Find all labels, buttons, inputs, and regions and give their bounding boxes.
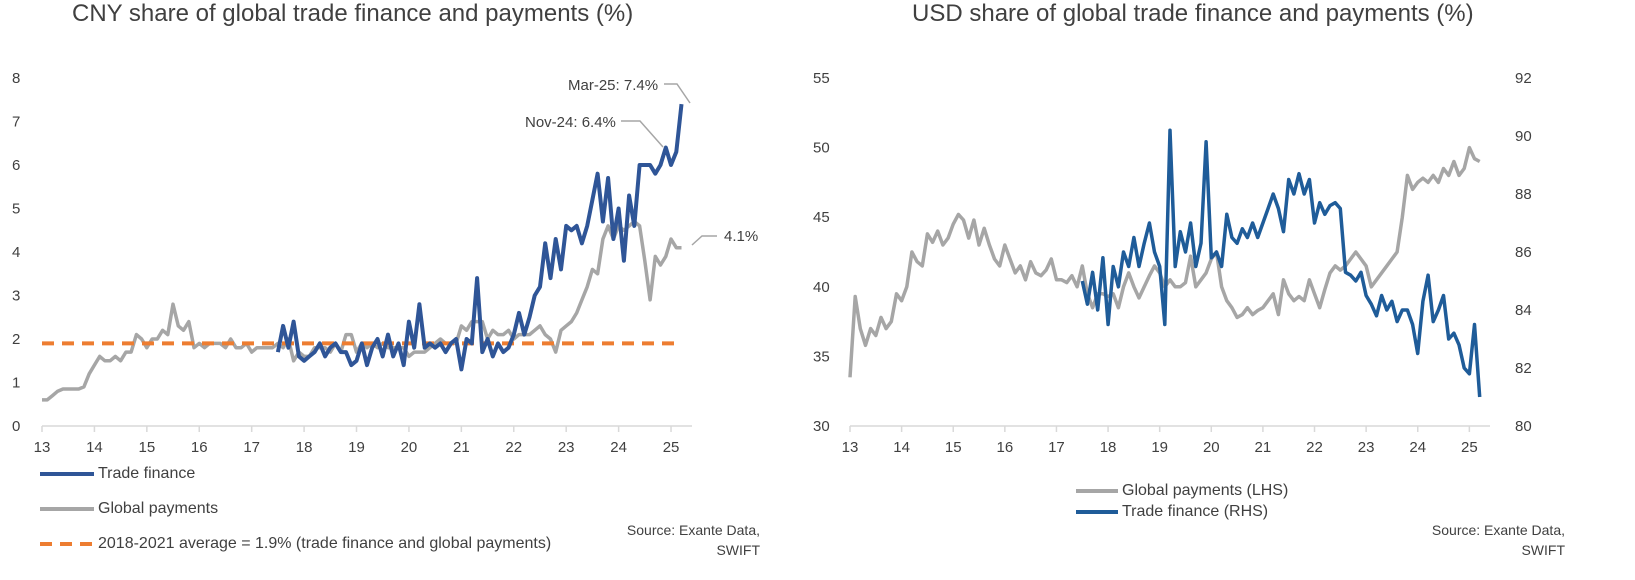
left-x-tick-label: 14 [86, 439, 103, 456]
left-x-tick-label: 19 [348, 439, 365, 456]
legend-trade-finance-label: Trade finance [98, 465, 196, 482]
left-annotations: Mar-25: 7.4% Nov-24: 6.4% 4.1% [525, 77, 758, 246]
left-x-tick-label: 21 [453, 439, 470, 456]
right-x-tick-label: 17 [1048, 439, 1065, 456]
right-source: Source: Exante Data, SWIFT [1431, 522, 1565, 558]
right-x-tick-label: 24 [1409, 439, 1426, 456]
left-y-tick-label: 3 [12, 288, 20, 305]
right-y-tick-label-left: 35 [813, 348, 830, 365]
left-x-ticks: 13 14 15 16 17 18 19 20 21 22 23 24 25 [34, 426, 680, 456]
right-y-tick-label-left: 40 [813, 279, 830, 296]
left-y-tick-label: 4 [12, 244, 20, 261]
usd-trade-finance-line [1080, 128, 1482, 398]
left-y-tick-label: 7 [12, 114, 20, 131]
legend-trade-finance: Trade finance [40, 465, 195, 483]
left-y-tick-label: 8 [12, 70, 20, 87]
right-y-tick-label-right: 84 [1515, 302, 1532, 319]
trade-finance-line [275, 103, 684, 372]
legend-right-global-payments-label: Global payments (LHS) [1122, 482, 1289, 499]
left-y-tick-label: 2 [12, 331, 20, 348]
right-y-tick-label-left: 50 [813, 140, 830, 157]
mar25-label: Mar-25: 7.4% [568, 77, 658, 94]
left-y-tick-label: 6 [12, 157, 20, 174]
right-x-tick-label: 13 [842, 439, 859, 456]
right-x-tick-label: 15 [945, 439, 962, 456]
left-y-ticks: 0 1 2 3 4 5 6 7 8 [12, 70, 20, 435]
right-x-tick-label: 21 [1255, 439, 1272, 456]
right-y-tick-label-right: 90 [1515, 128, 1532, 145]
legend-right-trade-finance-label: Trade finance (RHS) [1122, 503, 1269, 520]
legend-average-swatch [40, 542, 94, 546]
right-y-ticks-left: 30 35 40 45 50 55 [813, 70, 830, 435]
left-y-tick-label: 5 [12, 201, 20, 218]
right-x-tick-label: 20 [1203, 439, 1220, 456]
right-series [848, 128, 1482, 398]
legend-global-payments: Global payments [40, 500, 218, 518]
right-y-tick-label-right: 80 [1515, 418, 1532, 435]
left-series [42, 103, 684, 402]
left-chart-title: CNY share of global trade finance and pa… [72, 0, 634, 27]
left-x-tick-label: 17 [243, 439, 260, 456]
right-x-tick-label: 16 [996, 439, 1013, 456]
left-x-tick-label: 13 [34, 439, 51, 456]
global-payments-line [42, 219, 682, 402]
right-y-tick-label-right: 92 [1515, 70, 1532, 87]
legend-right-global-payments: Global payments (LHS) [1076, 482, 1288, 500]
right-x-tick-label: 19 [1151, 439, 1168, 456]
right-chart-title: USD share of global trade finance and pa… [912, 0, 1474, 27]
left-x-tick-label: 18 [296, 439, 313, 456]
legend-global-payments-swatch [40, 507, 94, 511]
left-x-tick-label: 16 [191, 439, 208, 456]
legend-right-trade-finance-swatch [1076, 510, 1118, 514]
right-y-tick-label-left: 30 [813, 418, 830, 435]
right-y-tick-label-left: 45 [813, 209, 830, 226]
nov24-leader-line [621, 120, 664, 148]
right-y-tick-label-left: 55 [813, 70, 830, 87]
right-y-tick-label-right: 82 [1515, 360, 1532, 377]
left-x-tick-label: 23 [558, 439, 575, 456]
mar25-leader-line [664, 83, 691, 104]
legend-average-label: 2018-2021 average = 1.9% (trade finance … [98, 535, 552, 552]
right-x-tick-label: 22 [1306, 439, 1323, 456]
legend-average: 2018-2021 average = 1.9% (trade finance … [40, 535, 551, 553]
right-x-ticks: 13 14 15 16 17 18 19 20 21 22 23 24 25 [842, 426, 1478, 456]
left-x-tick-label: 22 [505, 439, 522, 456]
right-x-tick-label: 14 [893, 439, 910, 456]
left-y-tick-label: 0 [12, 418, 20, 435]
right-x-tick-label: 18 [1100, 439, 1117, 456]
payments-last-label: 4.1% [724, 228, 758, 245]
legend-right-global-payments-swatch [1076, 489, 1118, 493]
left-x-tick-label: 15 [138, 439, 155, 456]
left-source: Source: Exante Data, SWIFT [626, 522, 760, 558]
right-x-tick-label: 23 [1358, 439, 1375, 456]
left-x-tick-label: 20 [401, 439, 418, 456]
right-y-ticks-right: 80 82 84 86 88 90 92 [1515, 70, 1532, 435]
right-chart: 30 35 40 45 50 55 80 82 84 86 88 90 92 13 14 15 16 17 18… [813, 70, 1532, 456]
right-x-tick-label: 25 [1461, 439, 1478, 456]
left-x-tick-label: 25 [663, 439, 680, 456]
left-x-tick-label: 24 [610, 439, 627, 456]
legend-global-payments-label: Global payments [98, 500, 219, 517]
nov24-label: Nov-24: 6.4% [525, 114, 616, 131]
left-y-tick-label: 1 [12, 375, 20, 392]
right-y-tick-label-right: 88 [1515, 186, 1532, 203]
legend-trade-finance-swatch [40, 472, 94, 476]
payments-last-leader-line [691, 235, 717, 246]
right-y-tick-label-right: 86 [1515, 244, 1532, 261]
legend-right-trade-finance: Trade finance (RHS) [1076, 503, 1268, 521]
